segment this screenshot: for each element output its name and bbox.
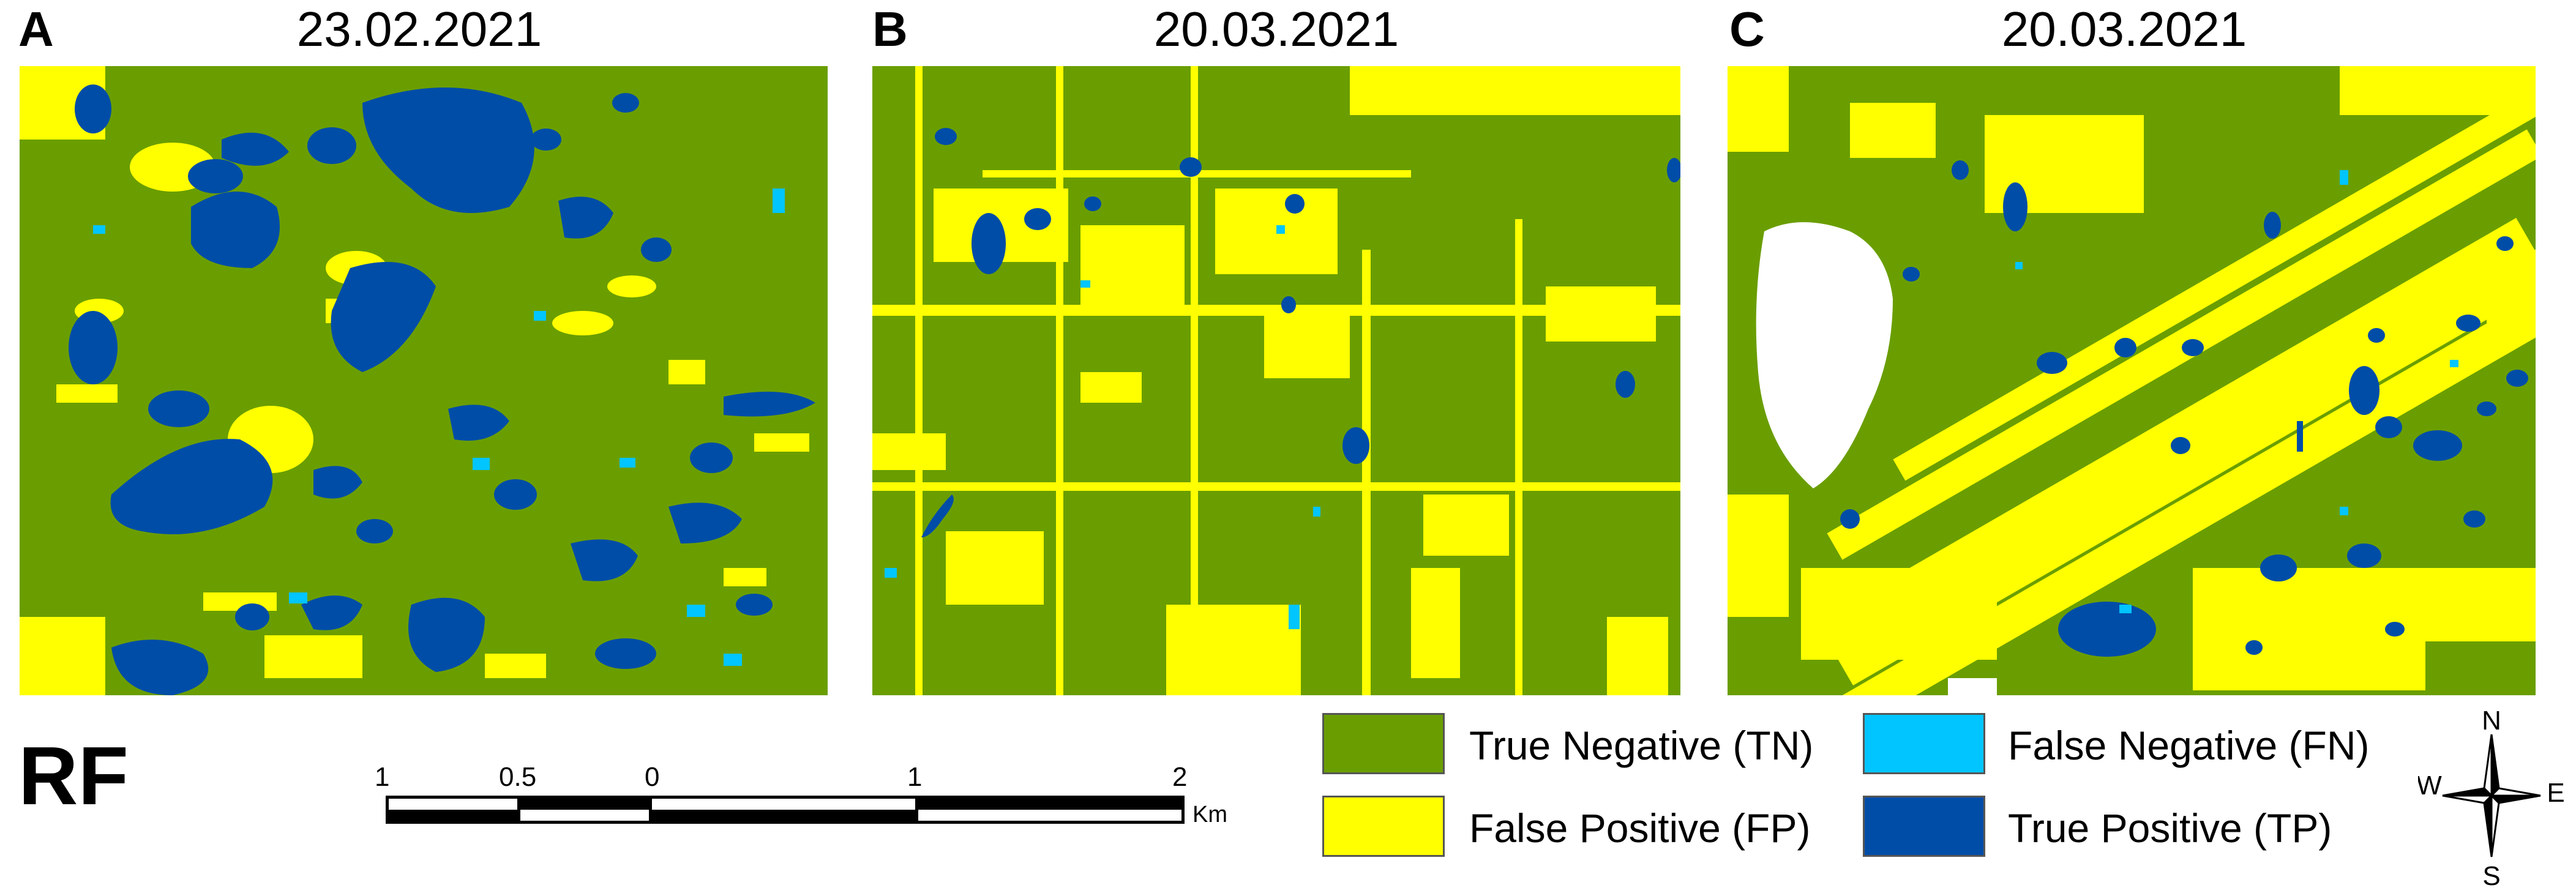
legend-label-tn: True Negative (TN) — [1469, 723, 1814, 768]
scale-tick-label: 1 — [375, 762, 390, 792]
compass-east-label: E — [2547, 778, 2564, 808]
scale-segment — [649, 796, 918, 824]
algorithm-label: RF — [18, 730, 129, 822]
panel-b-date: 20.03.2021 — [1153, 2, 1399, 56]
scale-bar — [386, 796, 1185, 824]
compass-south-label: S — [2482, 861, 2500, 887]
compass-north-label: N — [2482, 706, 2501, 736]
scale-tick-label: 0.5 — [499, 762, 537, 792]
legend-swatch-fp — [1322, 796, 1445, 857]
legend-swatch-tn — [1322, 713, 1445, 774]
legend-label-fn: False Negative (FN) — [2008, 723, 2370, 768]
compass-rose-icon: N S W E — [2418, 706, 2565, 887]
scale-tick-label: 2 — [1172, 762, 1188, 792]
scale-segment — [386, 796, 520, 824]
panel-a-date: 23.02.2021 — [296, 2, 542, 56]
scale-tick-label: 0 — [645, 762, 660, 792]
legend-label-tp: True Positive (TP) — [2008, 805, 2332, 851]
scale-segment — [915, 796, 1185, 824]
map-panel-c — [1728, 66, 2536, 695]
panel-b-letter: B — [872, 2, 908, 56]
scale-unit: Km — [1193, 802, 1227, 827]
map-panel-b — [872, 66, 1680, 695]
scale-segment — [517, 796, 652, 824]
scale-tick-label: 1 — [907, 762, 923, 792]
panel-a-letter: A — [18, 2, 54, 56]
legend-label-fp: False Positive (FP) — [1469, 805, 1811, 851]
map-panel-a — [20, 66, 828, 695]
no-data-area — [1756, 222, 1893, 488]
panel-c-date: 20.03.2021 — [2001, 2, 2247, 56]
legend-swatch-fn — [1863, 713, 1985, 774]
legend-swatch-tp — [1863, 796, 1985, 857]
compass-west-label: W — [2418, 771, 2442, 801]
panel-c-letter: C — [1729, 2, 1765, 56]
